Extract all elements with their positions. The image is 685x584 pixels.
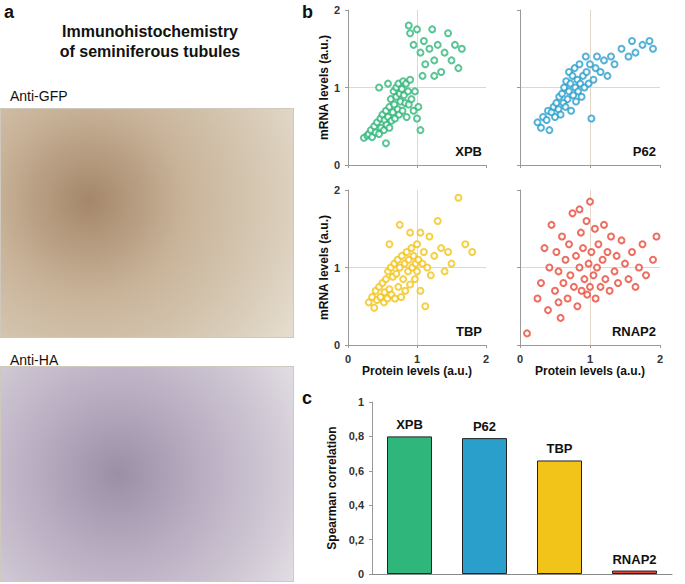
- svg-text:1: 1: [334, 262, 340, 274]
- svg-text:RNAP2: RNAP2: [612, 552, 656, 567]
- svg-text:TBP: TBP: [547, 441, 573, 456]
- html-text:a: a: [4, 2, 14, 22]
- svg-text:Protein levels (a.u.): Protein levels (a.u.): [362, 364, 472, 378]
- svg-text:XPB: XPB: [455, 144, 482, 159]
- svg-text:P62: P62: [633, 144, 656, 159]
- svg-text:Protein levels (a.u.): Protein levels (a.u.): [535, 364, 645, 378]
- svg-text:Spearman correlation: Spearman correlation: [325, 426, 339, 549]
- svg-text:0: 0: [345, 353, 351, 365]
- html-text:c: c: [302, 388, 312, 408]
- svg-text:0,2: 0,2: [349, 534, 364, 546]
- svg-text:2: 2: [334, 4, 340, 16]
- svg-text:0: 0: [334, 339, 340, 351]
- html-text:b: b: [302, 2, 313, 22]
- svg-text:2: 2: [657, 353, 663, 365]
- html-text:Immunohistochemistry of semini: Immunohistochemistry of seminiferous tub…: [59, 23, 241, 60]
- svg-text:TBP: TBP: [456, 324, 482, 339]
- svg-text:0: 0: [334, 159, 340, 171]
- svg-text:0: 0: [358, 568, 364, 580]
- svg-text:0,4: 0,4: [349, 499, 365, 511]
- svg-text:2: 2: [334, 184, 340, 196]
- svg-text:1: 1: [358, 396, 364, 408]
- svg-text:0,6: 0,6: [349, 465, 364, 477]
- svg-text:XPB: XPB: [396, 417, 423, 432]
- svg-text:1: 1: [587, 353, 593, 365]
- svg-text:P62: P62: [473, 419, 496, 434]
- svg-text:1: 1: [334, 82, 340, 94]
- svg-text:1: 1: [414, 353, 420, 365]
- svg-text:mRNA levels (a.u.): mRNA levels (a.u.): [317, 35, 331, 140]
- svg-text:0: 0: [517, 353, 523, 365]
- html-text:Anti-HA: Anti-HA: [10, 352, 59, 368]
- svg-text:2: 2: [483, 353, 489, 365]
- svg-text:RNAP2: RNAP2: [612, 324, 656, 339]
- html-text:Anti-GFP: Anti-GFP: [10, 88, 68, 104]
- svg-text:mRNA levels (a.u.): mRNA levels (a.u.): [317, 215, 331, 320]
- svg-text:0,8: 0,8: [349, 430, 364, 442]
